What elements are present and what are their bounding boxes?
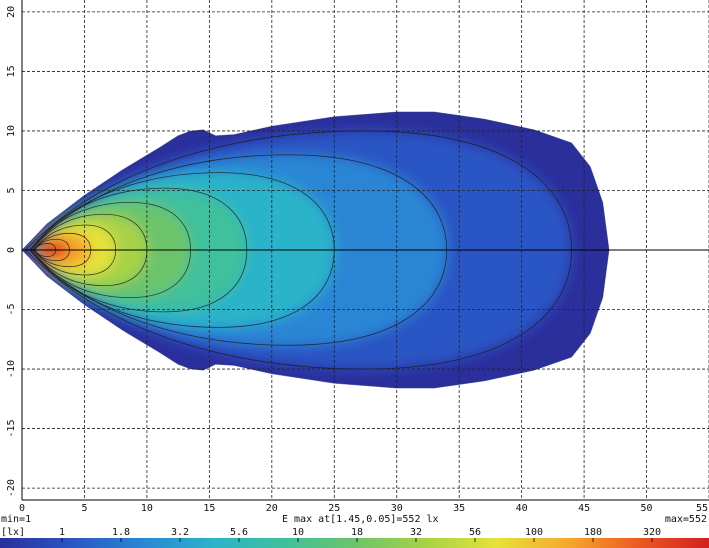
colorbar-tick-label: 5.6: [230, 527, 248, 538]
x-tick-label: 40: [516, 503, 528, 514]
colorbar-tick-label: 1: [59, 527, 65, 538]
x-tick-label: 0: [19, 503, 25, 514]
y-tick-label: 15: [6, 65, 17, 77]
grid: [22, 0, 709, 500]
emax-label: E max at[1.45,0.05]=552 lx: [282, 514, 439, 525]
colorbar: [lx] 1 1.8 3.2 5.6 10 18 32 56 100 180 320: [0, 527, 709, 548]
min-label: min=1: [1, 514, 32, 525]
x-tick-label: 35: [453, 503, 465, 514]
x-tick-label: 30: [391, 503, 403, 514]
x-tick-label: 20: [266, 503, 278, 514]
colorbar-tick-label: 3.2: [171, 527, 189, 538]
info-row: min=1 E max at[1.45,0.05]=552 lx max=552: [0, 514, 709, 526]
x-tick-label: 5: [81, 503, 87, 514]
max-label: max=552: [664, 514, 707, 525]
y-tick-label: 10: [6, 125, 17, 137]
x-tick-label: 25: [328, 503, 340, 514]
y-tick-label: 5: [6, 187, 17, 193]
y-tick-label: 0: [6, 247, 17, 253]
colorbar-tick-label: 32: [410, 527, 422, 538]
colorbar-tick-label: 320: [643, 527, 661, 538]
x-tick-label: 10: [141, 503, 153, 514]
x-tick-label: 45: [578, 503, 590, 514]
y-tick-label: -5: [6, 304, 17, 316]
colorbar-tick-label: 10: [292, 527, 304, 538]
y-tick-label: 20: [6, 6, 17, 18]
colorbar-unit: [lx]: [1, 527, 25, 538]
colorbar-tick-label: 18: [351, 527, 363, 538]
colorbar-tick-label: 180: [584, 527, 602, 538]
x-tick-label: 55: [696, 503, 708, 514]
colorbar-tick-label: 56: [469, 527, 481, 538]
colorbar-tick-label: 1.8: [112, 527, 130, 538]
colorbar-gradient: [0, 538, 709, 548]
y-tick-label: -15: [6, 420, 17, 438]
axes: 0 5 10 15 20 25 30 35 40 45 50 5520151050-5-10-15-2…: [6, 0, 709, 514]
y-tick-label: -20: [6, 479, 17, 497]
colorbar-tick-label: 100: [525, 527, 543, 538]
y-tick-label: -10: [6, 360, 17, 378]
x-tick-label: 50: [641, 503, 653, 514]
x-tick-label: 15: [203, 503, 215, 514]
